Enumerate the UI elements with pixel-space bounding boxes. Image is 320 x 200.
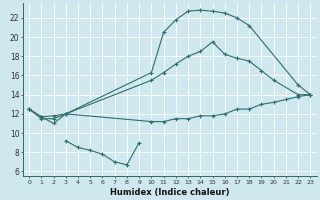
X-axis label: Humidex (Indice chaleur): Humidex (Indice chaleur) — [110, 188, 229, 197]
